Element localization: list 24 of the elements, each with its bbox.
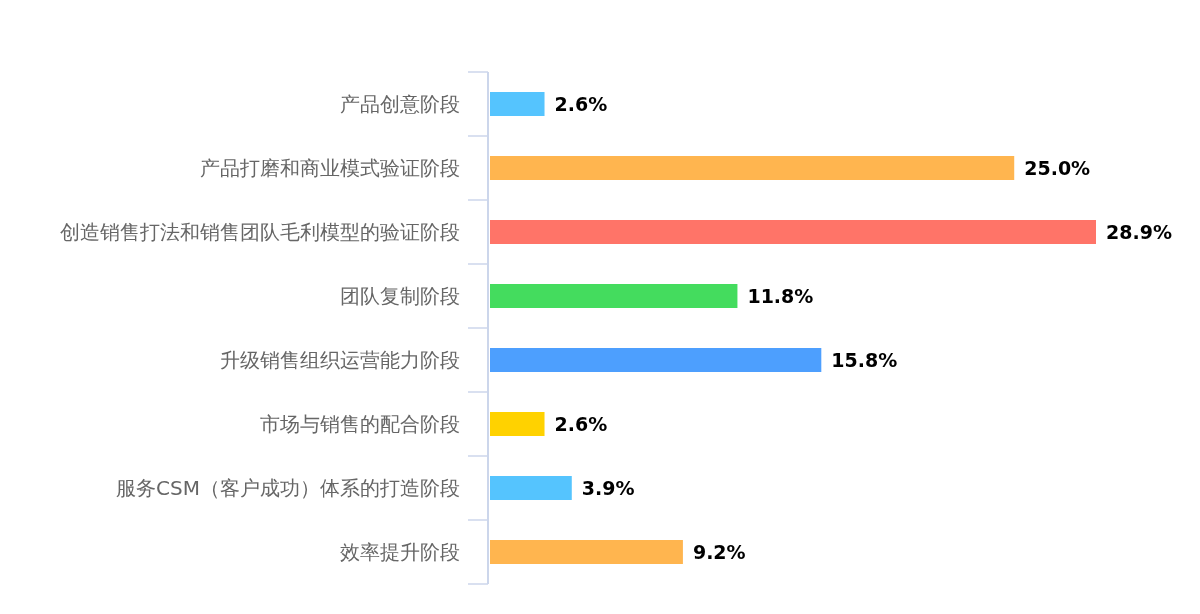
data-label: 15.8% (831, 348, 898, 371)
y-tick-label: 效率提升阶段 (340, 540, 460, 564)
y-tick-label: 升级销售组织运营能力阶段 (220, 348, 460, 372)
y-tick-label: 市场与销售的配合阶段 (260, 412, 460, 436)
bar (490, 476, 572, 500)
y-tick-label: 服务CSM（客户成功）体系的打造阶段 (116, 476, 460, 500)
data-label: 25.0% (1024, 156, 1091, 179)
bar (490, 348, 822, 372)
y-tick-label: 产品打磨和商业模式验证阶段 (200, 156, 460, 180)
bar (490, 540, 683, 564)
data-label: 28.9% (1106, 220, 1172, 243)
y-tick-label: 产品创意阶段 (340, 92, 460, 116)
bar (490, 284, 738, 308)
bar (490, 92, 545, 116)
bar (490, 156, 1015, 180)
bar (490, 412, 545, 436)
data-label: 9.2% (692, 540, 746, 563)
data-label: 2.6% (554, 92, 608, 115)
data-label: 3.9% (581, 476, 635, 499)
bar (490, 220, 1096, 244)
data-label: 11.8% (747, 284, 814, 307)
y-tick-label: 创造销售打法和销售团队毛利模型的验证阶段 (60, 220, 460, 244)
y-tick-label: 团队复制阶段 (340, 284, 460, 308)
data-label: 2.6% (554, 412, 608, 435)
